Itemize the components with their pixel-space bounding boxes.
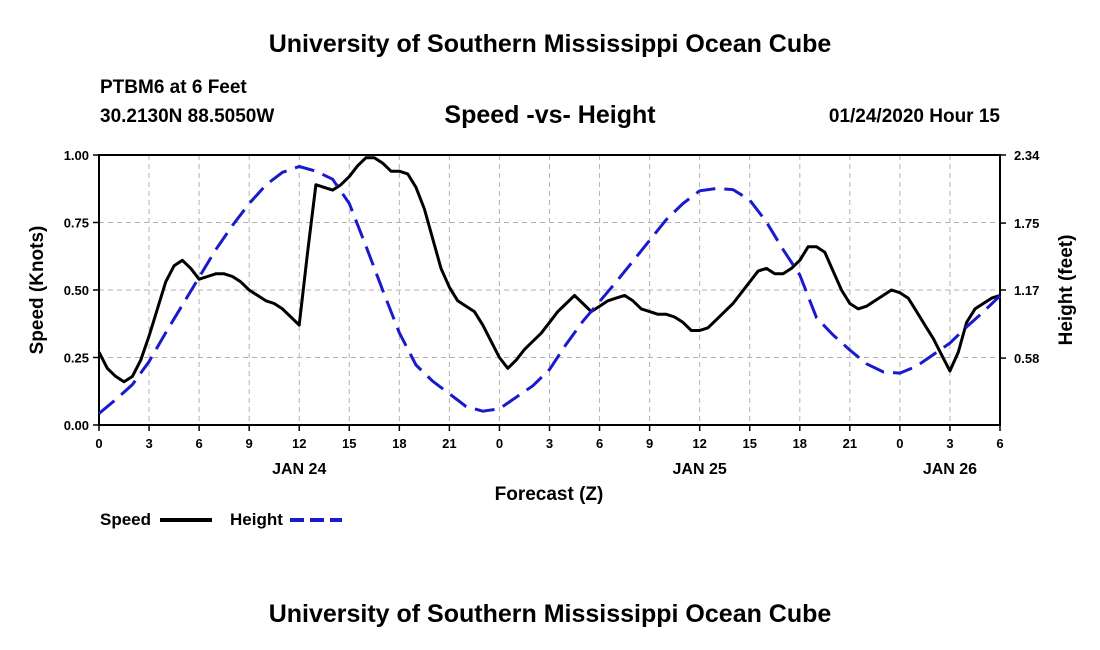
y-axis-right-title: Height (feet): [1056, 235, 1077, 346]
y-left-tick-label: 0.50: [64, 283, 89, 298]
x-tick-label: 0: [95, 436, 102, 451]
legend: Speed Height: [100, 510, 342, 529]
forecast-datetime: 01/24/2020 Hour 15: [828, 106, 1000, 127]
x-axis-title: Forecast (Z): [495, 484, 604, 505]
height-series-line: [98, 165, 1002, 415]
x-tick-label: 15: [742, 436, 756, 451]
bottom-title: University of Southern Mississippi Ocean…: [268, 600, 832, 628]
date-label: JAN 26: [923, 461, 977, 478]
x-tick-label: 0: [896, 436, 903, 451]
x-tick-label: 3: [546, 436, 553, 451]
x-tick-label: 6: [195, 436, 202, 451]
speed-series-line: [97, 156, 1001, 384]
legend-speed-label: Speed: [100, 510, 151, 529]
station-name: PTBM6 at 6 Feet: [100, 77, 247, 98]
y-right-tick-label: 0.58: [1014, 351, 1039, 366]
date-label: JAN 25: [673, 461, 727, 478]
x-tick-label: 9: [246, 436, 253, 451]
x-tick-label: 6: [996, 436, 1003, 451]
x-tick-label: 9: [646, 436, 653, 451]
x-tick-label: 15: [342, 436, 356, 451]
y-left-tick-label: 0.25: [64, 351, 89, 366]
y-left-tick-label: 0.00: [64, 418, 89, 433]
x-tick-label: 3: [145, 436, 152, 451]
station-coordinates: 30.2130N 88.5050W: [100, 106, 275, 127]
x-tick-label: 6: [596, 436, 603, 451]
y-right-tick-label: 1.17: [1014, 283, 1039, 298]
x-tick-label: 21: [442, 436, 456, 451]
x-tick-label: 3: [946, 436, 953, 451]
y-right-tick-label: 1.75: [1014, 216, 1039, 231]
x-tick-label: 18: [793, 436, 807, 451]
chart-title: Speed -vs- Height: [444, 101, 656, 129]
date-label: JAN 24: [272, 461, 326, 478]
top-title: University of Southern Mississippi Ocean…: [268, 30, 832, 58]
y-right-tick-label: 2.34: [1014, 148, 1040, 163]
y-axis-left-title: Speed (Knots): [27, 226, 48, 355]
x-tick-label: 18: [392, 436, 406, 451]
x-tick-label: 0: [496, 436, 503, 451]
legend-height-label: Height: [230, 510, 283, 529]
y-left-tick-label: 1.00: [64, 148, 89, 163]
x-tick-label: 21: [843, 436, 857, 451]
y-left-tick-label: 0.75: [64, 216, 89, 231]
x-tick-label: 12: [292, 436, 306, 451]
x-tick-label: 12: [692, 436, 706, 451]
